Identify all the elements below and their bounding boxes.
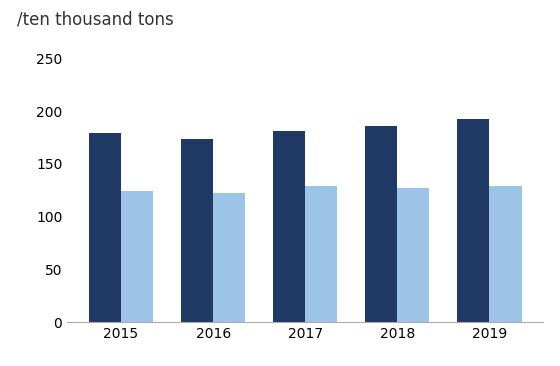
- Bar: [305, 186, 338, 322]
- Bar: [457, 119, 489, 322]
- Bar: [121, 191, 153, 322]
- Bar: [89, 133, 121, 322]
- Bar: [181, 139, 213, 322]
- Bar: [213, 194, 245, 322]
- Bar: [489, 186, 521, 322]
- Text: /ten thousand tons: /ten thousand tons: [17, 11, 174, 29]
- Bar: [365, 126, 397, 322]
- Bar: [273, 131, 305, 322]
- Bar: [397, 188, 430, 322]
